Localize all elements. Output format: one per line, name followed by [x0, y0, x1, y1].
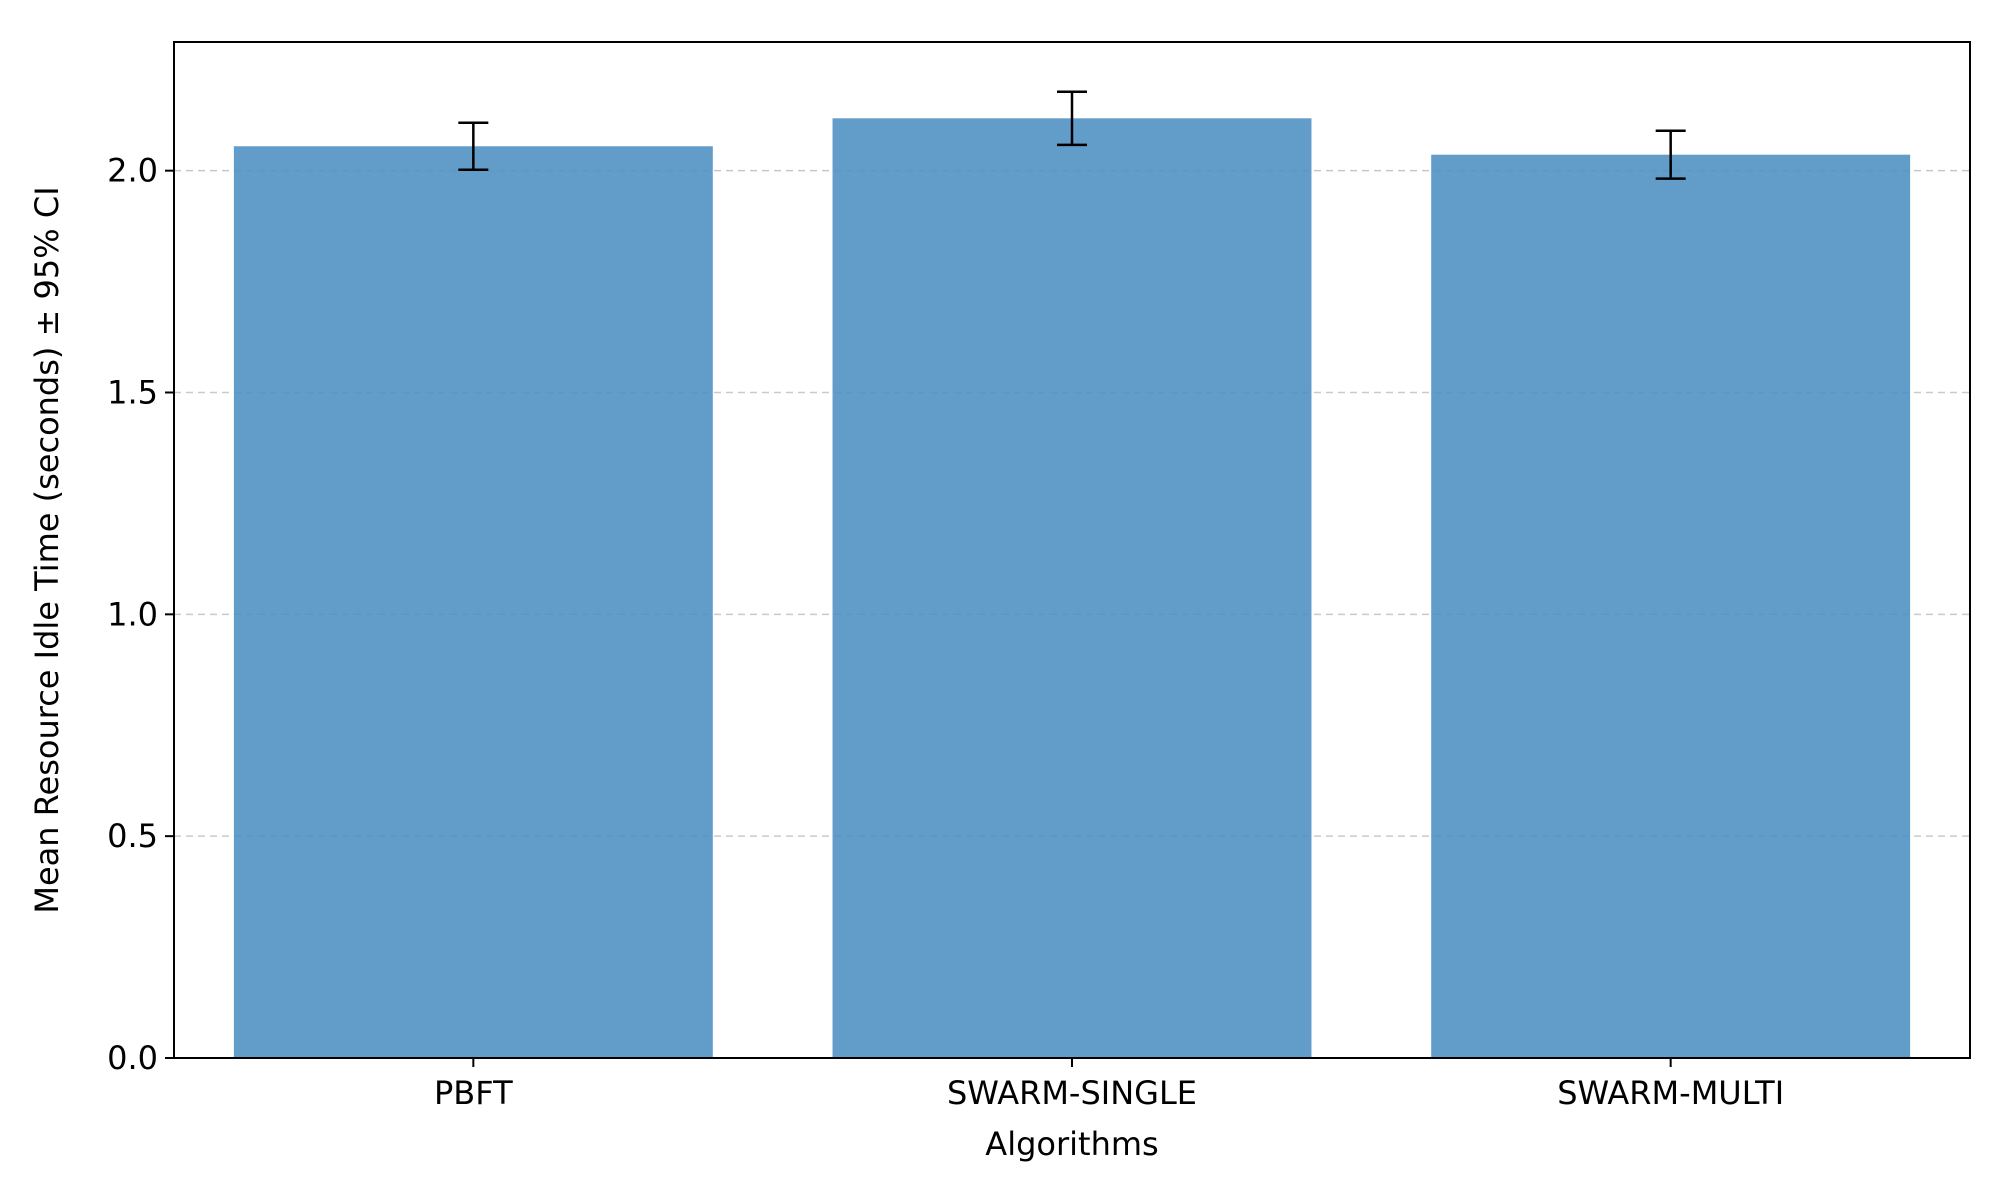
y-axis-title: Mean Resource Idle Time (seconds) ± 95% …: [28, 186, 66, 913]
bars: [233, 118, 1911, 1059]
y-axis-ticks: 0.0 0.5 1.0 1.5 2.0: [107, 152, 174, 1077]
y-tick-label: 0.5: [107, 817, 158, 855]
x-tick-label: SWARM-MULTI: [1557, 1074, 1784, 1112]
bar: [1431, 154, 1911, 1058]
x-axis-ticks: PBFT SWARM-SINGLE SWARM-MULTI: [434, 1058, 1784, 1112]
y-tick-label: 2.0: [107, 152, 158, 190]
y-tick-label: 1.5: [107, 373, 158, 411]
bar: [233, 146, 713, 1058]
x-tick-label: PBFT: [434, 1074, 513, 1112]
error-bars: [458, 90, 1686, 180]
y-tick-label: 1.0: [107, 595, 158, 633]
y-tick-label: 0.0: [107, 1039, 158, 1077]
x-tick-label: SWARM-SINGLE: [947, 1074, 1197, 1112]
bar: [832, 118, 1312, 1059]
x-axis-title: Algorithms: [985, 1125, 1158, 1163]
